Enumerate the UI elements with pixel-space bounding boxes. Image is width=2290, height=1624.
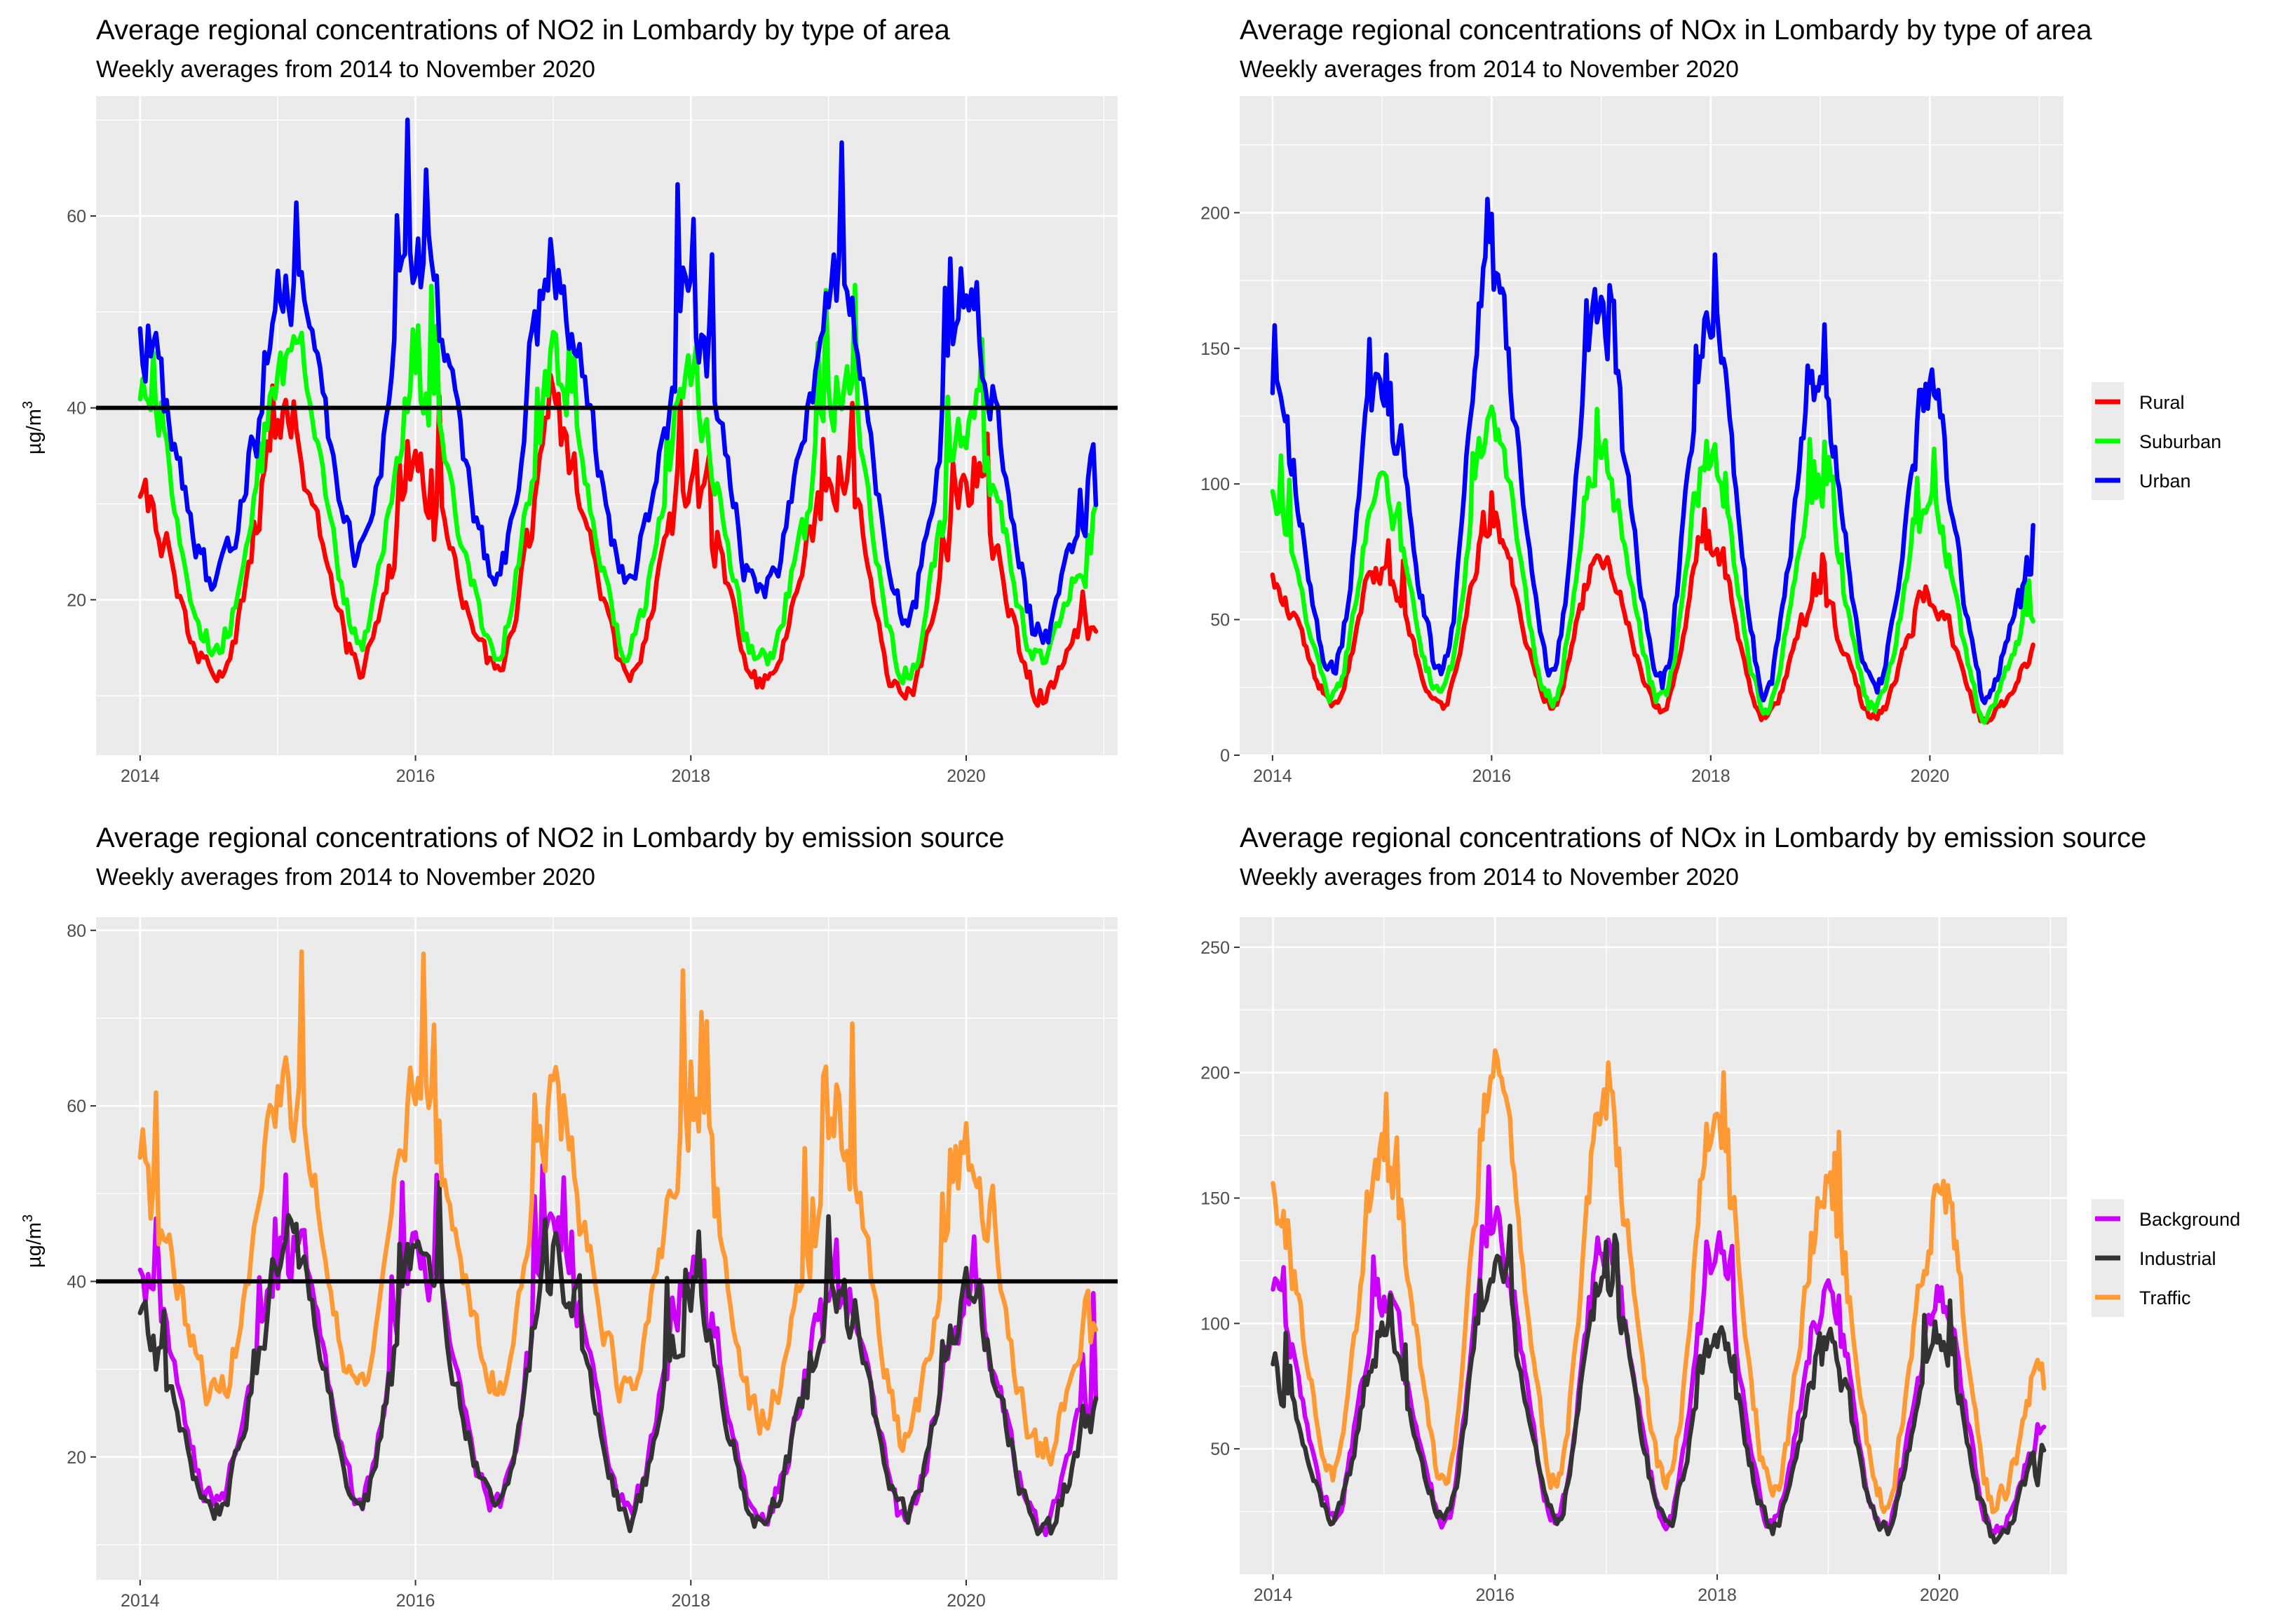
plot-panel <box>96 96 1118 755</box>
legend-label-rural: Rural <box>2139 392 2185 413</box>
legend-label-urban: Urban <box>2139 471 2191 492</box>
legend-label-suburban: Suburban <box>2139 431 2221 452</box>
chart-subtitle: Weekly averages from 2014 to November 20… <box>1240 864 1739 891</box>
plot-panel <box>96 917 1118 1580</box>
x-tick-label: 2018 <box>1698 1585 1737 1605</box>
y-tick-label: 50 <box>1210 611 1230 630</box>
y-tick-label: 60 <box>67 1097 86 1116</box>
series-line-suburban <box>137 283 1099 686</box>
series-line-traffic <box>1271 1048 2047 1515</box>
x-tick-label: 2018 <box>671 766 710 786</box>
y-tick-label: 150 <box>1200 1189 1230 1209</box>
x-tick-label: 2020 <box>1911 766 1950 786</box>
x-tick-label: 2014 <box>1254 1585 1293 1605</box>
chart-title: Average regional concentrations of NOx i… <box>1240 823 2146 853</box>
series-group <box>1270 196 2035 725</box>
chart-title: Average regional concentrations of NO2 i… <box>96 15 951 46</box>
x-tick-label: 2014 <box>121 1591 160 1611</box>
x-tick-label: 2018 <box>671 1591 710 1611</box>
series-group <box>1271 1048 2047 1545</box>
legend-label-background: Background <box>2139 1209 2240 1230</box>
x-tick-label: 2016 <box>396 1591 435 1611</box>
x-tick-label: 2020 <box>947 1591 986 1611</box>
legend: Background Industrial Traffic <box>2092 1199 2240 1317</box>
x-tick-label: 2018 <box>1691 766 1730 786</box>
y-axis-title: µg/m3 <box>20 1214 46 1268</box>
series-group <box>137 949 1099 1538</box>
series-group <box>137 117 1099 708</box>
series-line-industrial <box>137 1180 1099 1536</box>
chart-subtitle: Weekly averages from 2014 to November 20… <box>96 864 595 891</box>
no2-source-chart: Average regional concentrations of NO2 i… <box>20 823 1118 1611</box>
chart-title: Average regional concentrations of NO2 i… <box>96 823 1005 853</box>
chart-title: Average regional concentrations of NOx i… <box>1240 15 2092 46</box>
legend-label-industrial: Industrial <box>2139 1248 2216 1269</box>
nox-area-chart: Average regional concentrations of NOx i… <box>1200 15 2221 786</box>
series-line-rural <box>1270 490 2035 725</box>
x-tick-label: 2016 <box>1472 766 1512 786</box>
y-tick-label: 80 <box>67 921 86 941</box>
y-axis-title: µg/m3 <box>20 401 46 454</box>
chart-subtitle: Weekly averages from 2014 to November 20… <box>1240 56 1739 83</box>
series-line-urban <box>137 117 1099 645</box>
y-tick-label: 40 <box>67 399 86 419</box>
x-tick-label: 2020 <box>947 766 986 786</box>
series-line-traffic <box>137 949 1099 1467</box>
x-tick-label: 2020 <box>1920 1585 1959 1605</box>
nox-source-chart: Average regional concentrations of NOx i… <box>1200 823 2240 1605</box>
series-line-industrial <box>1271 1223 2047 1545</box>
x-tick-label: 2016 <box>1475 1585 1515 1605</box>
y-tick-label: 100 <box>1200 475 1230 494</box>
legend-label-traffic: Traffic <box>2139 1287 2191 1308</box>
y-tick-label: 60 <box>67 207 86 226</box>
y-tick-label: 200 <box>1200 203 1230 223</box>
y-tick-label: 100 <box>1200 1314 1230 1334</box>
y-tick-label: 20 <box>67 590 86 610</box>
series-line-urban <box>1270 196 2035 705</box>
y-tick-label: 150 <box>1200 339 1230 359</box>
series-line-rural <box>137 372 1099 708</box>
x-tick-label: 2014 <box>121 766 160 786</box>
y-tick-label: 50 <box>1210 1440 1230 1459</box>
x-tick-label: 2014 <box>1253 766 1292 786</box>
y-tick-label: 40 <box>67 1272 86 1292</box>
chart-subtitle: Weekly averages from 2014 to November 20… <box>96 56 595 83</box>
series-line-suburban <box>1270 404 2035 725</box>
legend: Rural Suburban Urban <box>2092 382 2221 500</box>
y-tick-label: 20 <box>67 1448 86 1468</box>
y-tick-label: 0 <box>1220 746 1230 766</box>
y-tick-label: 250 <box>1200 938 1230 958</box>
y-tick-label: 200 <box>1200 1064 1230 1083</box>
no2-area-chart: Average regional concentrations of NO2 i… <box>20 15 1118 786</box>
x-tick-label: 2016 <box>396 766 435 786</box>
